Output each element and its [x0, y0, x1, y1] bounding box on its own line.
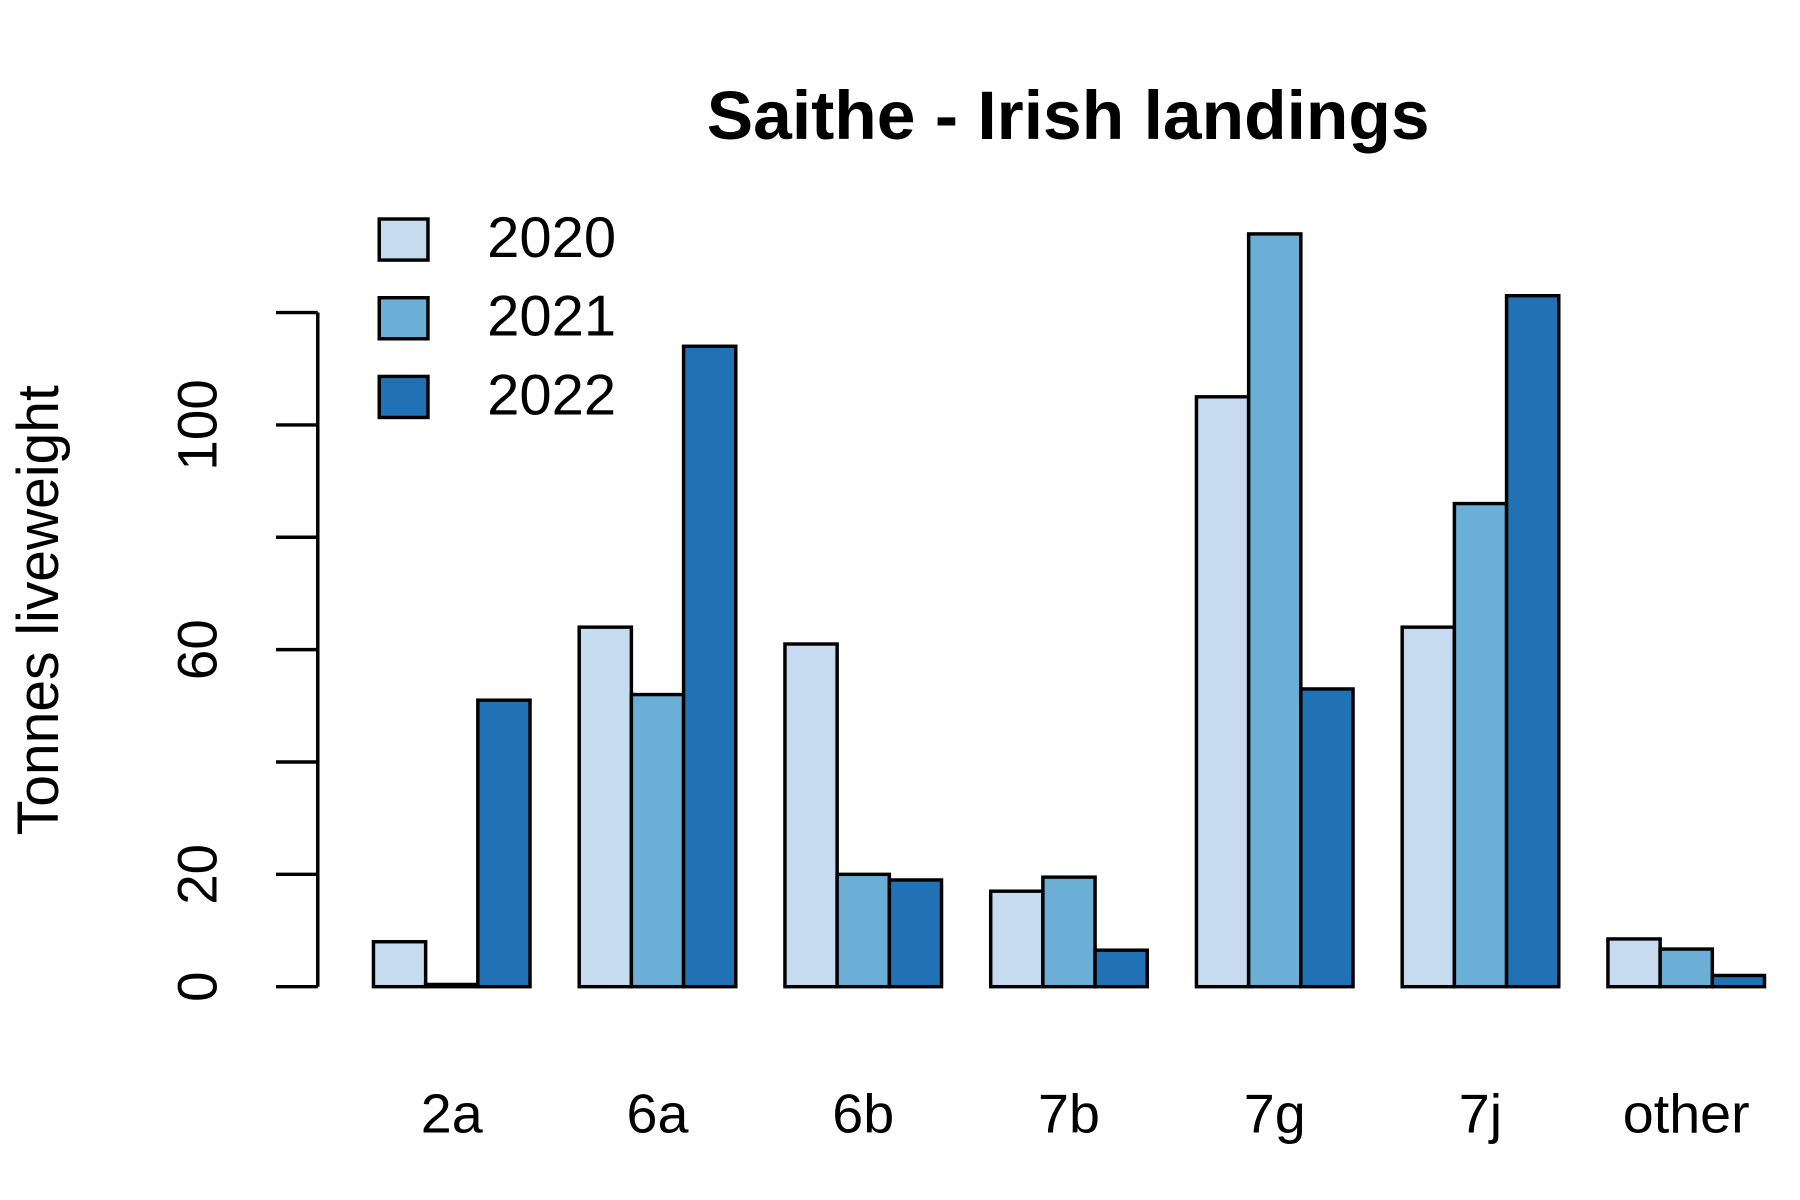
- x-tick-label: 2a: [421, 1083, 483, 1144]
- x-tick-label: 7j: [1459, 1083, 1502, 1144]
- bar: [1452, 501, 1509, 989]
- bar: [423, 982, 480, 989]
- legend-label: 2020: [487, 206, 616, 269]
- bar: [1606, 937, 1662, 989]
- bar: [1710, 973, 1767, 989]
- y-tick-label: 0: [166, 971, 229, 1001]
- bar: [681, 344, 738, 989]
- bar: [1299, 687, 1355, 989]
- legend-label: 2021: [487, 285, 616, 348]
- bar: [1041, 875, 1097, 989]
- x-tick-label: 6b: [832, 1083, 894, 1144]
- y-tick-label: 60: [166, 619, 229, 680]
- bar: [1400, 625, 1457, 989]
- y-tick-label: 100: [166, 379, 229, 470]
- legend-swatch: [377, 217, 430, 262]
- legend-swatch: [377, 296, 430, 341]
- y-tick-label: 20: [166, 844, 229, 905]
- y-axis-title: Tonnes liveweight: [7, 385, 72, 835]
- bar: [577, 625, 634, 989]
- bar: [1194, 395, 1251, 989]
- bar: [1658, 947, 1715, 989]
- bar: [629, 692, 686, 989]
- bar: [988, 889, 1045, 989]
- bar: [783, 642, 839, 989]
- x-tick-label: 6a: [627, 1083, 689, 1144]
- bar: [835, 872, 892, 989]
- bar: [476, 698, 532, 989]
- bar: [1093, 948, 1150, 989]
- legend-swatch: [377, 374, 430, 420]
- x-tick-label: other: [1623, 1083, 1750, 1144]
- bar: [887, 878, 944, 989]
- bar: [1504, 293, 1561, 989]
- bar: [1246, 232, 1303, 989]
- x-tick-label: 7g: [1244, 1083, 1306, 1144]
- chart-title: Saithe - Irish landings: [707, 78, 1430, 154]
- legend-label: 2022: [487, 364, 616, 427]
- bar: [371, 940, 428, 989]
- x-tick-label: 7b: [1038, 1083, 1100, 1144]
